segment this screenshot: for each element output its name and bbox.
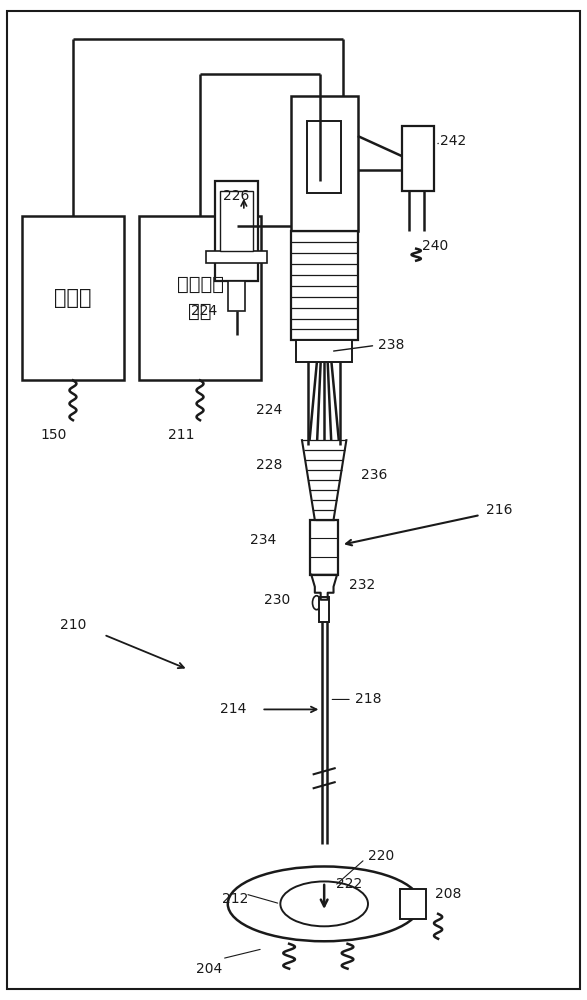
Text: 226: 226 <box>224 189 249 203</box>
Text: 211: 211 <box>168 428 194 442</box>
Text: 224: 224 <box>255 403 282 417</box>
Text: 212: 212 <box>222 892 248 906</box>
Text: 流体输送
机构: 流体输送 机构 <box>177 275 224 321</box>
Text: 236: 236 <box>360 468 387 482</box>
Text: 240: 240 <box>422 239 448 253</box>
Bar <box>206 251 267 263</box>
Bar <box>307 121 341 193</box>
Bar <box>310 520 338 575</box>
Text: 208: 208 <box>435 887 461 901</box>
Bar <box>291 231 357 340</box>
Text: 242: 242 <box>440 134 466 148</box>
Bar <box>400 889 426 919</box>
Text: 238: 238 <box>378 338 404 352</box>
Text: 232: 232 <box>349 578 375 592</box>
Bar <box>221 191 252 251</box>
Bar <box>139 216 261 380</box>
Text: 220: 220 <box>368 849 394 863</box>
Bar <box>291 96 357 231</box>
Bar <box>215 181 258 281</box>
Text: 218: 218 <box>355 692 382 706</box>
Text: 204: 204 <box>195 962 222 976</box>
Text: 228: 228 <box>255 458 282 472</box>
Text: 230: 230 <box>264 593 291 607</box>
Text: 150: 150 <box>41 428 67 442</box>
Text: 216: 216 <box>486 503 513 517</box>
Bar <box>402 126 434 191</box>
Text: 222: 222 <box>336 877 362 891</box>
Bar <box>22 216 124 380</box>
Bar <box>319 597 329 622</box>
Bar <box>296 340 352 362</box>
Text: 224: 224 <box>191 304 218 318</box>
Text: 210: 210 <box>60 618 86 632</box>
Text: 控制器: 控制器 <box>54 288 92 308</box>
Text: 214: 214 <box>221 702 247 716</box>
Bar <box>228 281 245 311</box>
Text: 234: 234 <box>249 533 276 547</box>
